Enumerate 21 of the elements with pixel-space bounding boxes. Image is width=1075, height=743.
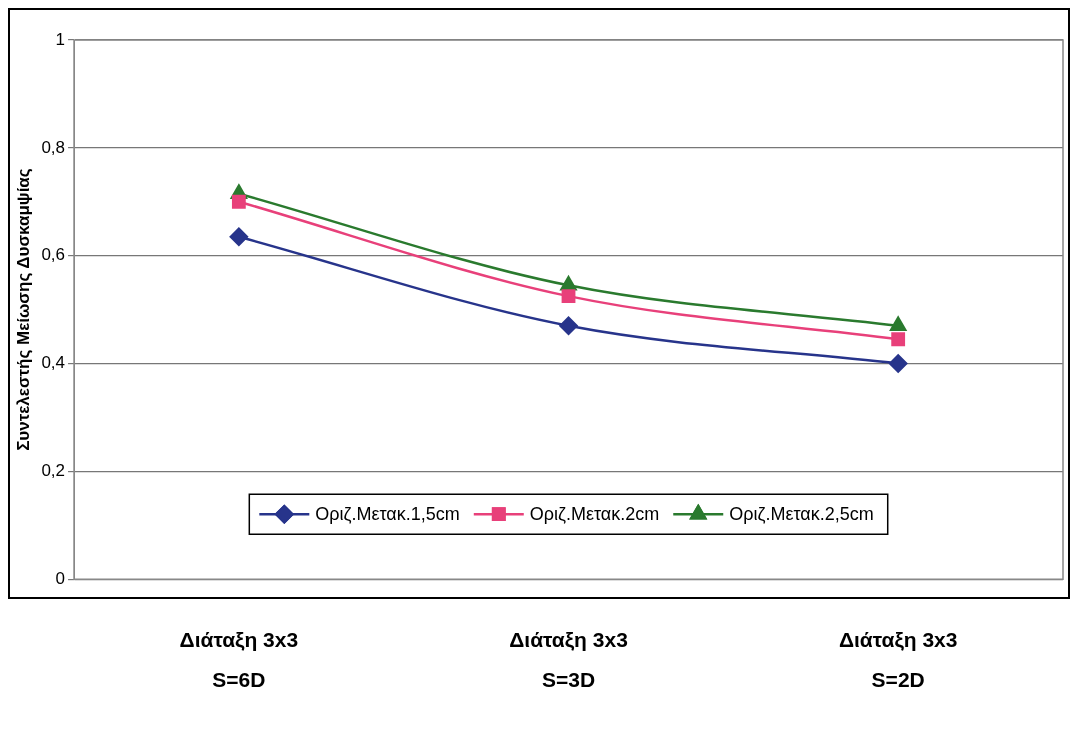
x-tick-label: Διάταξη 3x3 S=2D (838, 627, 958, 691)
y-tick-label: 1 (55, 29, 66, 49)
y-axis-title: Συντελεστής Μείωσης Δυσκαμψίας (13, 168, 33, 451)
point (561, 289, 576, 304)
legend-label: Οριζ.Μετακ.2,5cm (729, 504, 874, 525)
point (891, 332, 906, 347)
y-tick-label: 0,2 (41, 461, 66, 481)
point (559, 316, 578, 336)
point (889, 316, 907, 332)
x-tick-label: Διάταξη 3x3 S=6D (179, 627, 299, 691)
legend-label: Οριζ.Μετακ.2cm (529, 504, 660, 525)
y-tick-label: 0 (55, 568, 66, 588)
y-tick-label: 0,6 (41, 245, 66, 265)
y-tick-label: 0,8 (41, 137, 66, 157)
point (888, 354, 908, 373)
x-tick-label: Διάταξη 3x3 S=3D (509, 627, 628, 691)
point (231, 194, 246, 209)
legend-label: Οριζ.Μετακ.1,5cm (315, 504, 460, 525)
point (229, 227, 249, 247)
y-tick-label: 0,4 (41, 353, 66, 373)
point (560, 276, 577, 291)
